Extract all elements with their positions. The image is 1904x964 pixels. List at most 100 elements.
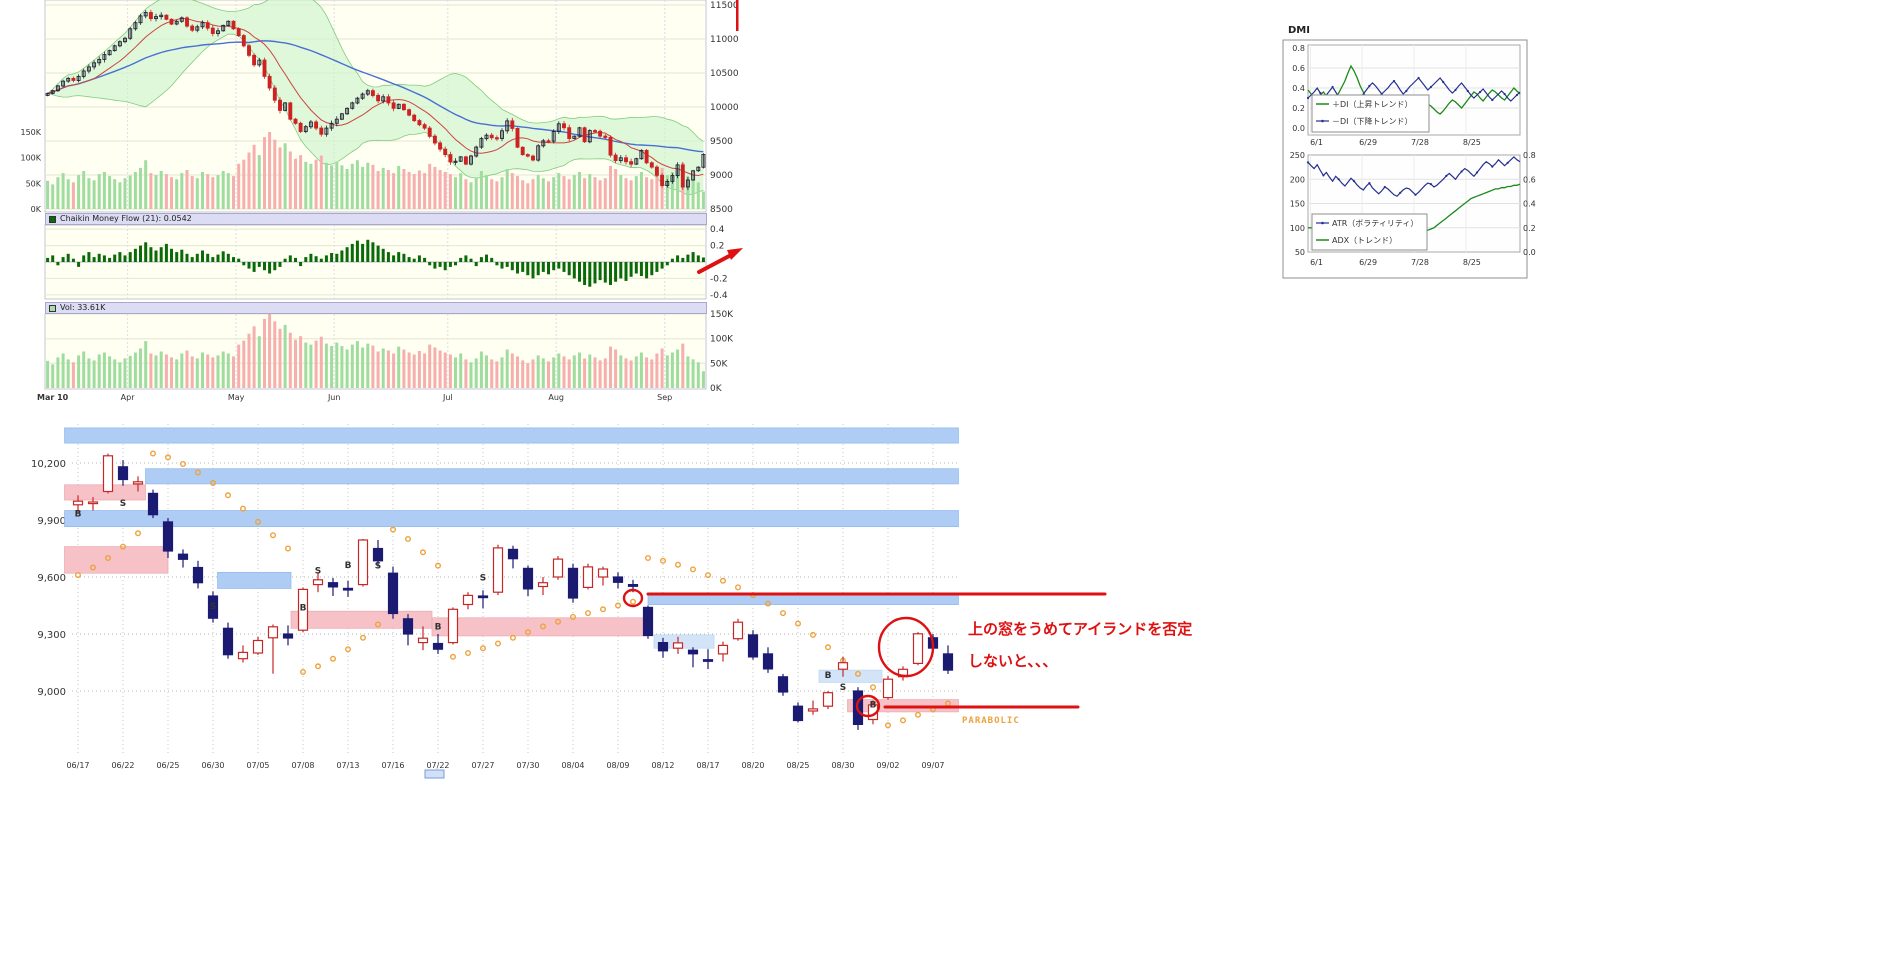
svg-text:10500: 10500 [710,69,739,79]
annotation-text-line1: 上の窓をうめてアイランドを否定 [968,620,1193,638]
svg-text:0K: 0K [31,205,42,214]
cmf-bars [46,239,705,287]
svg-text:ATR（ボラティリティ）: ATR（ボラティリティ） [1332,219,1418,228]
svg-text:0.4: 0.4 [710,225,725,235]
price-chart-panel[interactable]: 11500 11000 10500 10000 9500 9000 8500 150K 100K… [0,0,750,405]
svg-text:ADX（トレンド）: ADX（トレンド） [1332,236,1397,245]
svg-text:09/07: 09/07 [921,761,944,770]
svg-text:07/30: 07/30 [516,761,539,770]
svg-text:Jun: Jun [327,393,341,402]
svg-text:09/02: 09/02 [876,761,899,770]
volume-legend-swatch-icon [49,304,56,312]
svg-text:9000: 9000 [710,171,733,181]
svg-text:07/05: 07/05 [246,761,269,770]
svg-text:11000: 11000 [710,35,739,45]
svg-text:Jul: Jul [442,393,453,402]
svg-text:150K: 150K [20,128,41,137]
svg-text:250: 250 [1290,151,1305,160]
scroll-marker-red[interactable] [736,0,739,31]
svg-text:Aug: Aug [548,393,564,402]
svg-text:08/09: 08/09 [606,761,629,770]
svg-text:8/25: 8/25 [1463,138,1481,147]
svg-text:0.8: 0.8 [1523,151,1536,160]
svg-text:-0.2: -0.2 [710,274,728,284]
svg-text:0.6: 0.6 [1292,64,1305,73]
svg-text:06/17: 06/17 [66,761,89,770]
atr-adx-chart: 250 200 150 100 50 0.8 0.6 0.4 0.2 0.0 6/1 6/29 7/28… [1290,151,1536,267]
date-selection-marker[interactable] [424,769,445,779]
svg-text:10,200: 10,200 [31,459,66,470]
svg-text:08/12: 08/12 [651,761,674,770]
svg-text:100: 100 [1290,224,1305,233]
daily-chart-panel[interactable]: 10,200 9,900 9,600 9,300 9,000 06/17 06/22 06/2… [20,412,1180,792]
svg-text:9500: 9500 [710,137,733,147]
svg-text:50: 50 [1295,248,1305,257]
svg-text:06/22: 06/22 [111,761,134,770]
svg-text:－DI（下降トレンド）: －DI（下降トレンド） [1332,116,1413,126]
svg-text:8500: 8500 [710,205,733,215]
svg-text:08/04: 08/04 [561,761,584,770]
annotation-shapes [622,588,1107,718]
svg-text:9,900: 9,900 [37,516,66,527]
svg-text:S: S [375,562,381,572]
price-chart-svg: 11500 11000 10500 10000 9500 9000 8500 150K 100K… [20,0,743,402]
svg-text:＋DI（上昇トレンド）: ＋DI（上昇トレンド） [1332,100,1413,109]
svg-text:100K: 100K [20,154,41,163]
svg-text:Apr: Apr [121,393,136,402]
svg-text:S: S [120,499,126,509]
volume-overlay [46,132,705,209]
volume-bars [46,314,705,388]
svg-text:6/29: 6/29 [1359,258,1377,267]
svg-text:8/25: 8/25 [1463,258,1481,267]
svg-text:0.4: 0.4 [1523,200,1536,209]
svg-text:0.2: 0.2 [710,242,724,252]
svg-text:200: 200 [1290,175,1305,184]
svg-text:0.0: 0.0 [1292,124,1305,133]
svg-text:07/16: 07/16 [381,761,404,770]
svg-text:B: B [825,671,832,681]
svg-text:May: May [228,393,245,402]
svg-text:B: B [300,603,307,613]
ma-short-line [47,17,704,177]
dmi-panel-title: DMI [1288,25,1310,36]
svg-text:07/08: 07/08 [291,761,314,770]
svg-text:7/28: 7/28 [1411,258,1429,267]
svg-text:9,600: 9,600 [37,573,66,584]
svg-text:-0.4: -0.4 [710,291,728,301]
svg-text:0.0: 0.0 [1523,248,1536,257]
svg-text:Mar 10: Mar 10 [37,393,69,402]
svg-text:B: B [870,701,877,711]
ma-long-line [47,40,704,153]
svg-text:0.2: 0.2 [1292,104,1305,113]
svg-text:S: S [315,566,321,576]
svg-text:08/25: 08/25 [786,761,809,770]
svg-text:0.4: 0.4 [1292,84,1305,93]
parabolic-label: PARABOLIC [962,716,1020,726]
cmf-panel-header[interactable]: Chaikin Money Flow (21): 0.0542 [45,213,707,225]
svg-text:08/17: 08/17 [696,761,719,770]
svg-text:11500: 11500 [710,1,739,11]
svg-text:08/20: 08/20 [741,761,764,770]
svg-text:150K: 150K [710,310,734,320]
dmi-panel[interactable]: 0.8 0.6 0.4 0.2 0.0 6/1 6/29 7/28 8/25 ＋DI（上昇トレンド… [1270,18,1540,288]
svg-text:07/13: 07/13 [336,761,359,770]
time-axis-labels: Mar 10 Apr May Jun Jul Aug Sep [37,393,672,402]
daily-chart-svg: 10,200 9,900 9,600 9,300 9,000 06/17 06/22 06/2… [31,424,1107,779]
svg-text:0.8: 0.8 [1292,44,1305,53]
cmf-plot: 0.4 0.2 -0.2 -0.4 [44,224,728,301]
dmi-di-chart: 0.8 0.6 0.4 0.2 0.0 6/1 6/29 7/28 8/25 ＋DI（上昇トレンド… [1292,44,1521,147]
svg-text:08/30: 08/30 [831,761,854,770]
dmi-svg: 0.8 0.6 0.4 0.2 0.0 6/1 6/29 7/28 8/25 ＋DI（上昇トレンド… [1282,39,1536,279]
candlesticks [45,9,706,190]
svg-text:Sep: Sep [657,393,672,402]
volume-panel-header[interactable]: Vol: 33.61K [45,302,707,314]
svg-text:6/1: 6/1 [1310,258,1323,267]
svg-text:07/27: 07/27 [471,761,494,770]
svg-text:50K: 50K [710,359,728,369]
svg-text:0.6: 0.6 [1523,175,1536,184]
price-plot: 11500 11000 10500 10000 9500 9000 8500 150K 100K… [20,0,739,215]
parabolic-sar-dots [75,450,952,729]
volume-plot: 150K 100K 50K 0K [44,310,734,394]
window-bands [64,427,959,713]
